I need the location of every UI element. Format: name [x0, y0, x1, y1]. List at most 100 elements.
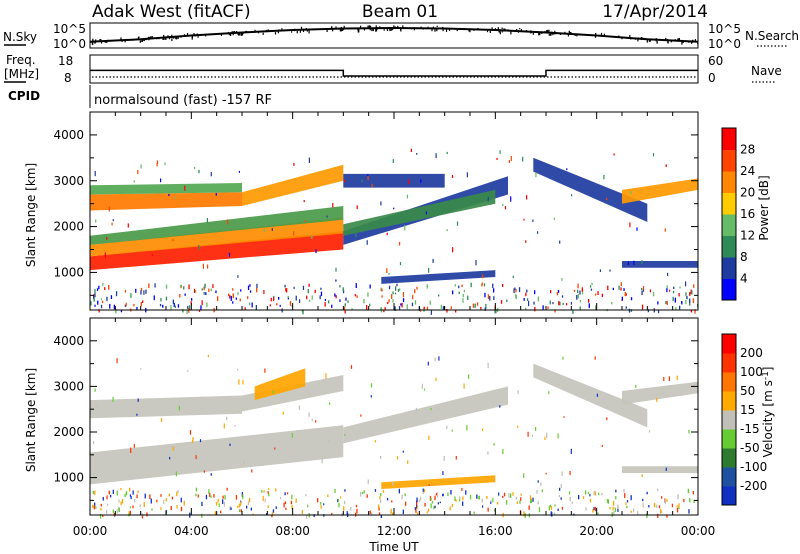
nsky-point	[436, 25, 438, 27]
colorbar-tick-label: 24	[740, 164, 755, 178]
noise-dot	[646, 491, 648, 495]
noise-dot	[557, 290, 560, 293]
noise-dot	[424, 502, 426, 507]
noise-dot	[168, 493, 170, 497]
colorbar-tick-label: -200	[740, 479, 767, 493]
colorbar-segment	[722, 353, 736, 373]
noise-dot	[561, 295, 564, 298]
noise-dot	[394, 292, 397, 295]
noise-dot	[195, 290, 197, 293]
noise-dot	[108, 206, 110, 212]
noise-dot	[235, 495, 238, 500]
y-tick-label: 3000	[53, 174, 84, 188]
noise-dot	[328, 300, 330, 304]
nsky-point	[145, 38, 147, 41]
nsky-point	[101, 41, 103, 44]
nsky-point	[420, 26, 422, 29]
noise-dot	[582, 496, 585, 500]
noise-dot	[534, 307, 536, 312]
noise-dot	[370, 395, 372, 398]
noise-dot	[558, 495, 560, 498]
noise-dot	[661, 510, 663, 514]
nsky-point	[501, 27, 503, 30]
noise-dot	[113, 304, 115, 310]
noise-dot	[523, 218, 525, 221]
noise-dot	[523, 298, 525, 301]
noise-dot	[229, 443, 231, 446]
noise-dot	[468, 374, 470, 379]
noise-dot	[256, 287, 258, 293]
noise-dot	[293, 231, 295, 236]
noise-dot	[434, 357, 436, 362]
noise-dot	[660, 509, 662, 514]
noise-dot	[493, 443, 495, 446]
noise-dot	[526, 195, 528, 200]
noise-dot	[635, 385, 637, 388]
noise-dot	[151, 508, 153, 511]
noise-dot	[314, 289, 316, 294]
noise-dot	[298, 405, 300, 410]
nsky-point	[239, 33, 241, 36]
nsky-point	[143, 39, 145, 42]
nsky-point	[147, 37, 149, 40]
nsky-point	[120, 37, 122, 41]
noise-dot	[436, 492, 439, 498]
noise-dot	[198, 244, 200, 250]
echo-band	[622, 178, 698, 204]
nsky-point	[422, 28, 424, 30]
noise-dot	[279, 304, 281, 307]
echo-band	[622, 381, 698, 405]
noise-dot	[100, 304, 103, 309]
nsky-point	[369, 27, 371, 31]
noise-dot	[187, 305, 189, 309]
nsky-point	[494, 28, 496, 30]
nsky-point	[332, 29, 334, 32]
nsky-point	[169, 37, 171, 40]
noise-dot	[487, 294, 490, 300]
noise-dot	[90, 301, 92, 306]
noise-dot	[642, 289, 645, 292]
nsky-point	[156, 37, 158, 40]
noise-dot	[94, 502, 96, 507]
noise-dot	[205, 494, 208, 500]
noise-dot	[392, 512, 394, 516]
nsky-point	[294, 28, 296, 32]
noise-dot	[135, 288, 137, 293]
noise-dot	[577, 293, 579, 299]
noise-dot	[332, 203, 334, 208]
noise-dot	[335, 295, 337, 299]
noise-dot	[671, 503, 673, 508]
nsky-point	[432, 26, 434, 30]
noise-dot	[419, 309, 422, 312]
noise-dot	[579, 306, 581, 310]
noise-dot	[484, 307, 486, 311]
noise-dot	[93, 505, 95, 510]
noise-dot	[447, 492, 449, 497]
noise-dot	[220, 510, 222, 514]
noise-dot	[596, 393, 598, 397]
noise-dot	[133, 444, 135, 448]
noise-dot	[200, 305, 202, 310]
noise-dot	[198, 169, 200, 174]
noise-dot	[630, 191, 632, 195]
nsky-point	[603, 33, 605, 37]
echo-band	[90, 231, 344, 271]
nsky-frame	[89, 22, 699, 49]
nsky-point	[497, 27, 499, 31]
nsky-point	[390, 29, 392, 31]
noise-dot	[428, 435, 430, 440]
noise-dot	[516, 501, 518, 504]
noise-dot	[678, 293, 680, 297]
noise-dot	[102, 283, 104, 287]
nsky-point	[491, 29, 493, 31]
nsky-point	[445, 29, 448, 32]
nsky-point	[656, 40, 658, 44]
noise-dot	[422, 491, 424, 495]
nsky-point	[691, 39, 694, 43]
noise-dot	[205, 292, 207, 295]
nsky-point	[564, 31, 566, 34]
nsky-point	[194, 34, 196, 37]
nsky-point	[363, 29, 365, 31]
noise-dot	[585, 507, 587, 511]
noise-dot	[293, 163, 295, 167]
